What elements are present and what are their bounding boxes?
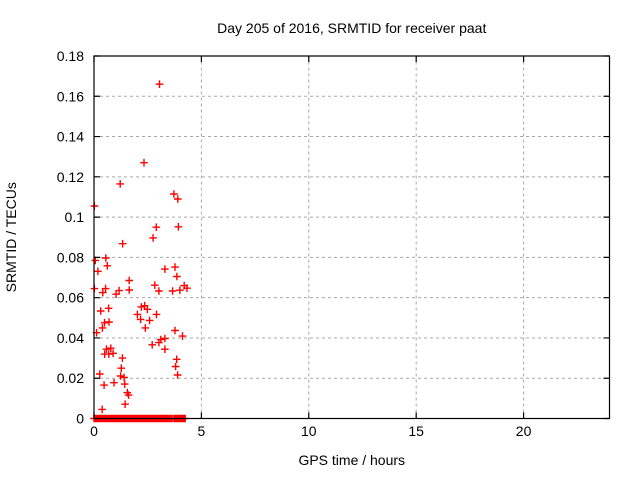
tick-labels: 0 5 10 15 20 0 0.02 0.04 0.06 0.08 0.1 0.12 0.14 0.16… bbox=[57, 48, 532, 439]
x-tick-label: 20 bbox=[516, 423, 532, 439]
plot-border-and-ticks bbox=[93, 55, 611, 420]
tick-marks bbox=[93, 55, 610, 420]
x-tick-label: 0 bbox=[90, 423, 98, 439]
y-tick-label: 0.18 bbox=[57, 48, 84, 64]
x-tick-label: 10 bbox=[301, 423, 317, 439]
y-tick-label: 0.08 bbox=[57, 249, 84, 265]
y-tick-label: 0.12 bbox=[57, 169, 84, 185]
x-tick-label: 15 bbox=[408, 423, 424, 439]
y-tick-label: 0.16 bbox=[57, 88, 84, 104]
chart-title: Day 205 of 2016, SRMTID for receiver paa… bbox=[217, 20, 486, 36]
series-markers bbox=[90, 80, 191, 423]
y-tick-label: 0.14 bbox=[57, 129, 84, 145]
y-tick-label: 0 bbox=[76, 411, 84, 427]
data-points bbox=[90, 80, 191, 423]
x-tick-label: 5 bbox=[197, 423, 205, 439]
gridlines bbox=[94, 56, 610, 419]
y-axis-label: SRMTID / TECUs bbox=[3, 182, 19, 292]
x-axis-label: GPS time / hours bbox=[298, 452, 405, 468]
y-tick-label: 0.06 bbox=[57, 290, 84, 306]
plot-border bbox=[93, 55, 611, 420]
y-tick-label: 0.02 bbox=[57, 370, 84, 386]
y-tick-label: 0.04 bbox=[57, 330, 84, 346]
y-tick-label: 0.1 bbox=[65, 209, 85, 225]
